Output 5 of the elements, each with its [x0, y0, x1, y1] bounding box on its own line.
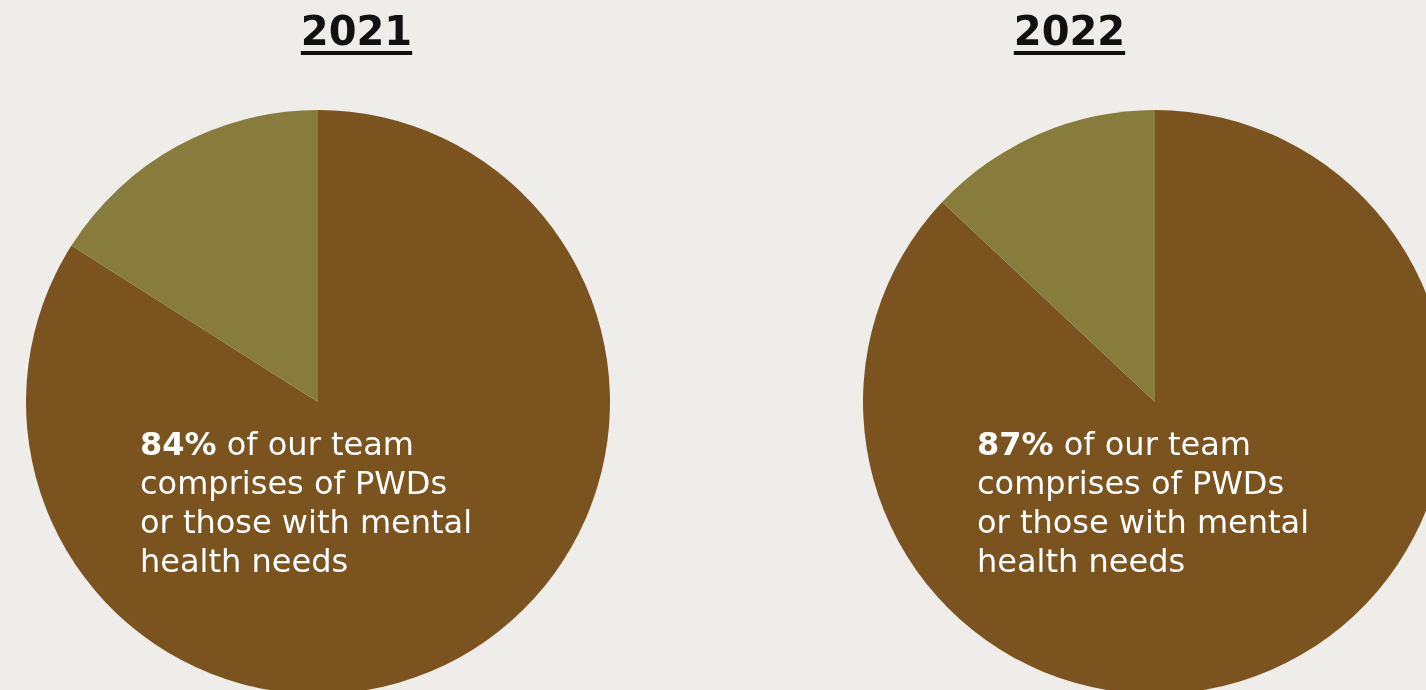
text: 84% of our team comprises of PWDs or those with mental health needs — [140, 425, 474, 581]
chart-title: 2022 — [1012, 8, 1127, 54]
text: 87% of our team comprises of PWDs or those with mental health needs — [977, 425, 1311, 581]
chart-title: 2021 — [299, 8, 414, 54]
pie-slice — [71, 110, 318, 402]
